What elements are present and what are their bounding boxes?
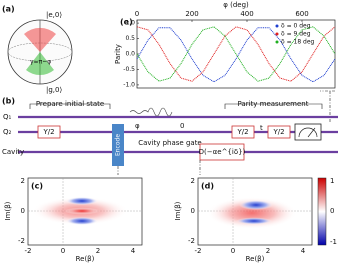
wire-label: Q₂: [3, 128, 12, 136]
wigner-axes: -2 0 2 4 2 0 -2 Re(β) Im(β) -2 0 2 4 2 0 -2 Re(β) Im(β): [4, 177, 306, 263]
section-label: Prepare initial state: [36, 100, 104, 108]
legend-label: δ = 9 deg: [281, 31, 311, 38]
wire-label: Cavity: [2, 148, 24, 156]
x-tick-label: 600: [295, 10, 308, 18]
phase-label: φ: [135, 122, 140, 130]
panel-label: (c): [31, 182, 43, 191]
x-tick-label: 0: [135, 10, 139, 18]
phase-label: 0: [180, 122, 184, 130]
bracket: [29, 103, 323, 109]
gate-label: D(−αe^{iδ}): [199, 148, 246, 156]
encode-gate: [112, 124, 124, 166]
pulse: [129, 107, 173, 117]
x-axis-label: φ (deg): [223, 1, 249, 9]
wigner-blob: [236, 217, 272, 225]
wigner-blob: [64, 207, 100, 215]
x-tick-label: 0: [231, 247, 235, 255]
y-tick-label: 2: [191, 177, 195, 185]
gate-label: Y/2: [272, 128, 284, 136]
gate-label: Y/2: [42, 128, 54, 136]
x-tick-label: 2: [266, 247, 270, 255]
x-tick-label: 0: [61, 247, 65, 255]
y-tick-label: 0.0: [125, 51, 135, 58]
data-line: [136, 27, 336, 83]
x-tick-label: 400: [240, 10, 253, 18]
legend-label: δ = 0 deg: [281, 23, 311, 30]
angle-label: γ=π−φ: [30, 59, 51, 66]
x-tick-label: -2: [195, 247, 202, 255]
x-tick-label: 200: [185, 10, 198, 18]
wigner-blob: [239, 200, 273, 210]
x-tick-label: 4: [131, 247, 136, 255]
panel-label: (d): [201, 182, 214, 191]
panel-label: (a): [2, 5, 15, 14]
data-line: [136, 26, 336, 82]
panel-label: (b): [2, 97, 15, 106]
legend-marker: [275, 32, 279, 36]
colorbar-tick: -1: [330, 238, 337, 246]
x-axis-label: Re(β): [246, 255, 265, 263]
y-tick-label: -2: [18, 237, 25, 245]
y-tick-label: -2: [188, 237, 195, 245]
meter: [294, 123, 322, 141]
x-axis-label: Re(β): [76, 255, 95, 263]
plot-frame: [197, 177, 313, 246]
colorbar-tick: 1: [330, 177, 334, 185]
y-tick-label: 0: [191, 207, 195, 215]
wigner-blob: [66, 197, 98, 205]
gate-label: Encode: [115, 134, 122, 156]
gate: [199, 143, 245, 161]
wire-label: Q₁: [3, 113, 12, 121]
legend-marker: [275, 40, 279, 44]
y-axis-label: Parity: [114, 44, 122, 64]
y-tick-label: 1.0: [125, 20, 135, 27]
wigner-blob: [207, 197, 297, 229]
gate-label: Y/2: [236, 128, 248, 136]
state-label: |g,0⟩: [46, 86, 62, 94]
plot-frame: [27, 177, 143, 246]
wigner-blob: [66, 217, 98, 225]
gate: [267, 125, 291, 139]
state-label: |e,0⟩: [46, 11, 62, 19]
section-label: Parity measurement: [238, 100, 309, 108]
y-axis-label: Im(β): [174, 201, 182, 220]
panel-label: (e): [120, 18, 133, 27]
colorbar-tick: 0: [330, 207, 334, 215]
y-tick-label: -1.0: [123, 81, 135, 88]
x-tick-label: 4: [301, 247, 306, 255]
bloch-sphere: [7, 19, 73, 85]
y-axis-label: Im(β): [4, 201, 12, 220]
colorbar: [317, 177, 327, 246]
legend-marker: [275, 24, 279, 28]
y-tick-label: 0: [21, 207, 25, 215]
wait-label: t: [260, 124, 263, 132]
y-tick-label: 0.5: [125, 35, 135, 42]
arrow: [117, 160, 201, 175]
x-tick-label: 2: [96, 247, 100, 255]
x-tick-label: -2: [25, 247, 32, 255]
gate: [37, 125, 61, 139]
gate: [231, 125, 255, 139]
legend-label: δ = 18 deg: [281, 39, 315, 46]
y-tick-label: 2: [21, 177, 25, 185]
gate-label: Cavity phase gate: [138, 139, 202, 147]
y-tick-label: -0.5: [123, 66, 135, 73]
